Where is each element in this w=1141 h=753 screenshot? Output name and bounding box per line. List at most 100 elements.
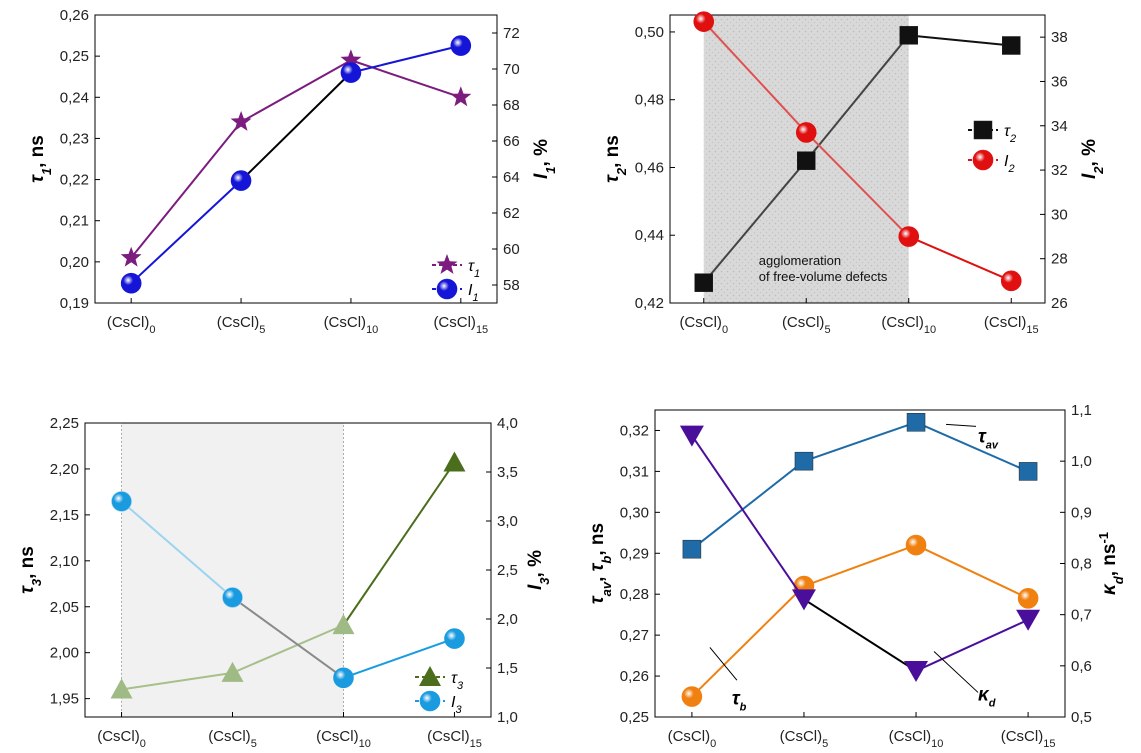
data-point-I2 (795, 122, 817, 143)
plot-frame (669, 14, 1046, 304)
y-tick-label: 2,15 (50, 507, 79, 524)
series-line-I2 (908, 235, 1012, 282)
series-line-τav (915, 421, 1029, 473)
legend-marker-τ1 (436, 254, 458, 274)
y-tick-label: 0,31 (620, 463, 649, 480)
x-tick-label: (CsCl)5 (208, 728, 257, 750)
y2-tick-label: 58 (503, 277, 520, 294)
data-point-τ3 (443, 451, 466, 472)
y-tick-label: 1,95 (50, 691, 79, 708)
y2-tick-label: 3,0 (497, 513, 518, 530)
legend-marker-I3 (419, 690, 441, 712)
y2-tick-label: 64 (503, 169, 520, 186)
series-line-κd (691, 435, 805, 600)
data-point-τ1 (230, 111, 252, 131)
data-point-I1 (450, 35, 472, 56)
y2-tick-label: 1,1 (1071, 402, 1092, 419)
chart-panel-top-left: 0,19 0,20 0,21 0,22 0,23 0,24 0,25 0,26 58 60 62 64… (27, 7, 558, 336)
data-point-κd (679, 425, 704, 447)
series-line-τav (691, 460, 805, 550)
legend-label-I2: I2 (1004, 153, 1015, 175)
chart-panel-bottom-right: 0,25 0,26 0,27 0,28 0,29 0,30 0,31 0,32 0,5 0,6 0,… (587, 402, 1126, 750)
y2-tick-label: 66 (503, 133, 520, 150)
y-tick-label: 0,27 (620, 627, 649, 644)
x-tick-label: (CsCl)0 (679, 314, 728, 336)
y-tick-label: 0,25 (60, 48, 89, 65)
series-line-τ1 (240, 59, 352, 123)
series-line-I2 (703, 20, 807, 134)
data-point-τ2 (1002, 36, 1021, 55)
x-tick-label: (CsCl)0 (107, 314, 156, 336)
series-line-κd (803, 598, 917, 672)
annotation-label-tau-av: τav (978, 427, 999, 452)
legend-label-τ1: τ1 (468, 258, 480, 280)
y2-tick-label: 0,7 (1071, 607, 1092, 624)
legend-label-I1: I1 (468, 282, 479, 304)
y2-axis-label: κd, ns-1 (1096, 532, 1126, 595)
y-tick-label: 0,48 (635, 92, 664, 109)
data-point-τav (906, 413, 926, 432)
data-point-τav (1018, 462, 1038, 481)
series-line-τ2 (908, 34, 1012, 47)
y2-tick-label: 68 (503, 97, 520, 114)
x-tick-label: (CsCl)10 (889, 728, 944, 750)
y2-axis-label: I1, % (531, 139, 558, 179)
series-line-I2 (805, 131, 910, 238)
data-point-τ1 (120, 246, 142, 267)
annotation-arrow-tau-b (709, 647, 738, 681)
legend-label-τ2: τ2 (1004, 123, 1016, 145)
x-tick-label: (CsCl)5 (217, 314, 266, 336)
series-line-τav (803, 421, 917, 463)
y2-tick-label: 32 (1051, 162, 1068, 179)
y2-tick-label: 26 (1051, 295, 1068, 312)
data-point-I3 (444, 628, 465, 649)
data-point-τb (905, 534, 927, 556)
series-line-I1 (240, 71, 352, 182)
series-line-τ1 (130, 121, 242, 259)
x-tick-label: (CsCl)15 (984, 314, 1039, 336)
data-point-τ2 (899, 26, 918, 45)
series-line-τb (691, 585, 805, 698)
y2-tick-label: 1,0 (497, 709, 518, 726)
y-tick-label: 2,00 (50, 645, 79, 662)
data-point-τ3 (332, 614, 355, 635)
data-point-τ2 (797, 151, 816, 170)
legend-label-I3: I3 (451, 694, 462, 716)
plot-frame (94, 14, 498, 304)
y-tick-label: 0,19 (60, 295, 89, 312)
x-tick-label: (CsCl)5 (780, 728, 829, 750)
data-point-τ3 (221, 661, 244, 682)
data-point-I2 (1000, 270, 1022, 292)
x-tick-label: (CsCl)10 (316, 728, 371, 750)
series-line-τ2 (702, 160, 808, 284)
legend-marker-τ2 (973, 120, 993, 140)
y2-tick-label: 36 (1051, 73, 1068, 90)
series-line-κd (915, 618, 1029, 672)
y-tick-label: 0,50 (635, 24, 664, 41)
data-point-τ3 (110, 678, 133, 699)
data-point-κd (791, 589, 816, 611)
series-line-τ3 (232, 624, 344, 674)
x-tick-label: (CsCl)0 (97, 728, 146, 750)
data-point-I3 (333, 667, 354, 689)
data-point-I1 (230, 170, 252, 191)
y-tick-label: 0,21 (60, 213, 89, 230)
data-point-τav (794, 451, 814, 471)
y-tick-label: 0,42 (635, 295, 664, 312)
y-tick-label: 0,28 (620, 586, 649, 603)
y-tick-label: 0,20 (60, 254, 89, 271)
data-point-I2 (898, 226, 920, 247)
y2-tick-label: 0,9 (1071, 504, 1092, 521)
series-line-I3 (343, 637, 455, 679)
x-tick-label: (CsCl)5 (782, 314, 831, 336)
y-tick-label: 0,22 (60, 172, 89, 189)
series-line-I1 (130, 179, 242, 284)
data-point-τ2 (694, 273, 713, 292)
series-line-I3 (120, 500, 234, 599)
y2-axis-label: I3, % (525, 550, 552, 590)
y-axis-label: τ2, ns (602, 135, 629, 183)
y2-tick-label: 72 (503, 25, 520, 42)
data-point-I1 (340, 62, 362, 83)
y-tick-label: 2,20 (50, 461, 79, 478)
series-line-τ1 (350, 59, 462, 99)
